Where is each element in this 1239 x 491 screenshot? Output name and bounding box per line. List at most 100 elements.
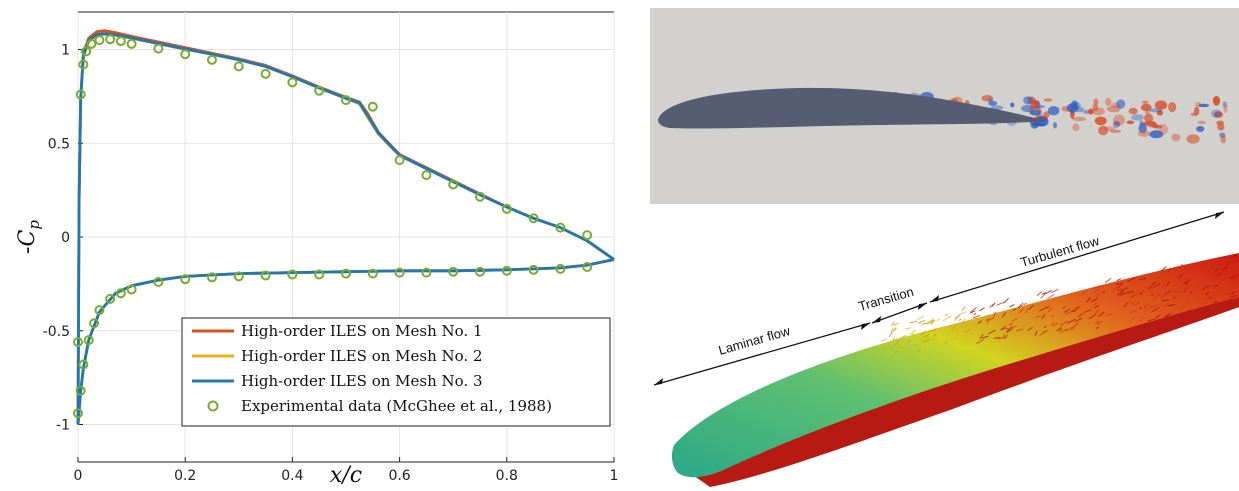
turbulent-streak	[1206, 308, 1211, 312]
turbulent-streak	[1155, 313, 1163, 317]
turbulent-streak	[1028, 304, 1035, 310]
experimental-point	[78, 59, 89, 70]
vortex-blob	[1197, 120, 1207, 125]
experimental-point	[528, 264, 539, 275]
turbulent-streak	[1167, 267, 1172, 272]
experimental-point	[180, 49, 191, 60]
experimental-point	[501, 203, 512, 214]
experimental-point	[367, 268, 378, 279]
x-tick-label: 0.6	[388, 468, 410, 484]
experimental-point	[81, 46, 92, 57]
turbulent-streak	[1174, 290, 1183, 294]
turbulent-streak	[1116, 284, 1122, 289]
turbulent-streak	[1093, 304, 1099, 309]
turbulent-streak	[992, 314, 996, 320]
turbulent-streak	[1104, 277, 1112, 284]
experimental-point	[287, 269, 298, 280]
vortex-blob	[1093, 98, 1099, 106]
turbulent-streak	[1084, 309, 1092, 313]
turbulent-streak	[969, 306, 978, 313]
turbulent-streak	[1060, 320, 1069, 327]
vortex-blob	[1074, 106, 1085, 113]
vortex-blob	[1098, 125, 1109, 136]
turbulent-streak	[1009, 304, 1015, 308]
turbulent-streak	[1140, 316, 1144, 322]
turbulent-streak	[899, 340, 908, 345]
turbulent-streak	[891, 337, 898, 343]
cp-chart: 0 0.2 0.4 0.6 0.8 1 -1 -0.5 0 0.5 1 x/c -Cp High-o…	[15, 11, 618, 487]
turbulent-streak	[890, 328, 894, 332]
turbulent-streak	[985, 318, 993, 321]
turbulent-streak	[884, 344, 889, 349]
turbulent-streak	[1131, 301, 1136, 305]
turbulent-streak	[880, 338, 887, 342]
turbulent-streak	[896, 344, 900, 348]
experimental-point	[314, 269, 325, 280]
vortex-blob	[1094, 116, 1107, 126]
experimental-point	[75, 89, 86, 100]
x-tick-label: 0.8	[496, 468, 518, 484]
experimental-point	[394, 155, 405, 166]
turbulent-streak	[1231, 297, 1239, 302]
turbulent-streak	[1164, 313, 1171, 318]
vortex-blob	[1222, 101, 1228, 108]
turbulent-streak	[894, 340, 900, 346]
vortex-blob	[1141, 100, 1149, 104]
turbulent-streak	[977, 320, 982, 325]
vortex-blob	[1092, 103, 1099, 111]
experimental-point	[83, 335, 94, 346]
vortex-blob	[1217, 123, 1225, 131]
experimental-point	[260, 270, 271, 281]
turbulent-streak	[1094, 320, 1100, 324]
turbulent-streak	[1207, 285, 1215, 289]
turbulent-streak	[942, 339, 949, 345]
turbulent-streak	[1177, 273, 1184, 279]
vortex-blob	[1071, 100, 1079, 109]
turbulent-streak	[906, 339, 912, 344]
turbulent-streak	[1177, 263, 1184, 269]
turbulent-streak	[1111, 286, 1118, 292]
turbulent-streak	[1095, 326, 1100, 329]
vortex-blob	[1137, 130, 1151, 137]
turbulent-streak	[996, 301, 1005, 306]
turbulent-streak	[1041, 291, 1046, 295]
turbulent-streak	[920, 330, 927, 336]
vortex-blob	[1030, 99, 1039, 110]
turbulent-streak	[1132, 291, 1136, 297]
vortex-blob	[1140, 103, 1152, 112]
turbulent-streak	[979, 307, 985, 312]
turbulent-streak	[1213, 265, 1218, 268]
turbulent-streak	[1043, 290, 1052, 296]
turbulent-streak	[1177, 305, 1186, 310]
turbulent-streak	[1215, 267, 1219, 272]
vortex-blob	[981, 95, 993, 102]
turbulent-streak	[1068, 325, 1077, 330]
vortex-blob	[1168, 102, 1177, 113]
turbulent-streak	[944, 313, 948, 317]
turbulent-streak	[1216, 272, 1223, 277]
turbulent-streak	[1023, 302, 1027, 306]
vortex-blob	[1213, 111, 1223, 118]
turbulent-streak	[966, 335, 971, 339]
turbulent-streak	[1042, 329, 1049, 333]
experimental-point	[73, 337, 83, 347]
y-tick-label: 1	[61, 43, 70, 59]
turbulent-streak	[1184, 277, 1192, 281]
turbulent-streak	[1006, 328, 1014, 333]
vortex-blob	[1088, 108, 1094, 115]
experimental-point	[394, 267, 405, 278]
turbulent-streak	[1222, 265, 1228, 271]
turbulent-streak	[1185, 282, 1189, 285]
vortex-blob	[1106, 105, 1121, 113]
turbulent-streak	[942, 315, 952, 322]
experimental-points	[73, 34, 593, 419]
turbulent-structures	[880, 254, 1239, 357]
turbulent-streak	[1035, 315, 1041, 318]
experimental-point	[555, 222, 566, 233]
turbulent-streak	[917, 349, 922, 352]
experimental-point	[180, 274, 191, 285]
vorticity-field	[658, 87, 1228, 144]
turbulent-streak	[1027, 326, 1033, 331]
turbulent-streak	[1041, 314, 1046, 320]
experimental-point	[233, 271, 244, 282]
